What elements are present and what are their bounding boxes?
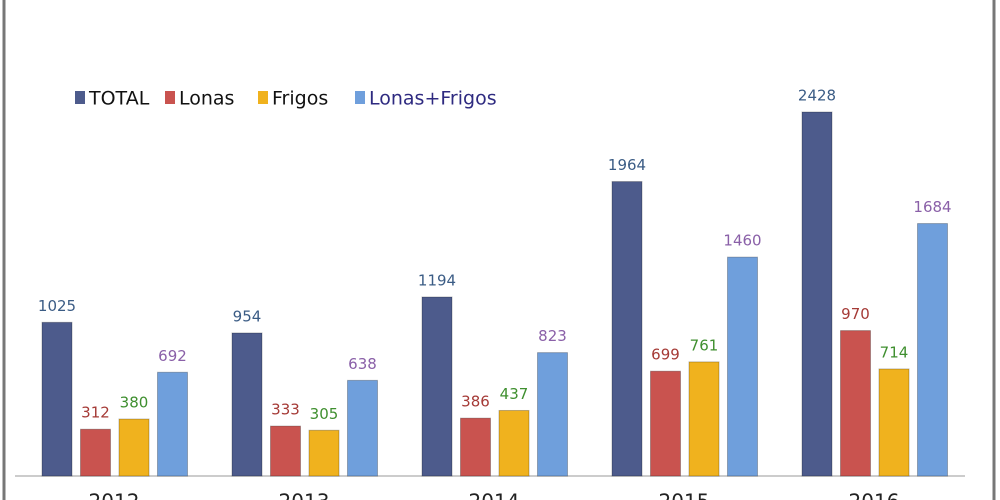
value-label: 333 xyxy=(271,401,300,419)
legend-label: Lonas+Frigos xyxy=(369,88,497,110)
bar xyxy=(41,321,73,477)
x-tick-label: 2014 xyxy=(469,490,520,500)
x-tick-label: 2013 xyxy=(279,490,330,500)
bar xyxy=(537,352,568,477)
bar xyxy=(650,370,681,477)
legend-swatch xyxy=(165,91,175,104)
bar xyxy=(118,418,150,477)
bar xyxy=(688,361,720,477)
legend-swatch xyxy=(258,91,268,104)
bar xyxy=(460,417,491,477)
value-label: 761 xyxy=(690,336,719,354)
value-label: 312 xyxy=(81,404,110,422)
x-tick-label: 2012 xyxy=(89,490,140,500)
value-label: 305 xyxy=(310,405,339,423)
legend-label: TOTAL xyxy=(88,88,150,110)
value-label: 970 xyxy=(841,305,870,323)
value-label: 638 xyxy=(348,355,377,373)
value-label: 954 xyxy=(233,307,262,325)
x-tick-label: 2015 xyxy=(659,490,710,500)
value-label: 380 xyxy=(120,394,149,412)
value-label: 699 xyxy=(651,346,680,364)
bar xyxy=(801,111,833,477)
value-label: 823 xyxy=(538,327,567,345)
bar xyxy=(231,332,263,477)
bar xyxy=(157,371,188,477)
bar xyxy=(498,409,530,477)
bar xyxy=(878,368,910,477)
bar xyxy=(270,425,301,477)
bar xyxy=(727,256,758,477)
value-label: 1964 xyxy=(608,156,646,174)
bar xyxy=(421,296,453,477)
bar xyxy=(308,429,340,477)
legend-label: Lonas xyxy=(179,88,234,110)
value-label: 1025 xyxy=(38,297,76,315)
bar xyxy=(80,428,111,477)
bar xyxy=(840,330,871,477)
bar xyxy=(347,379,378,477)
value-label: 437 xyxy=(500,385,529,403)
legend-swatch xyxy=(75,91,85,104)
value-label: 386 xyxy=(461,393,490,411)
value-label: 1684 xyxy=(913,198,951,216)
bar xyxy=(611,181,643,477)
x-tick-label: 2016 xyxy=(849,490,900,500)
value-label: 1460 xyxy=(723,232,761,250)
bar xyxy=(917,223,948,477)
value-label: 714 xyxy=(880,343,909,361)
value-label: 1194 xyxy=(418,271,456,289)
value-label: 2428 xyxy=(798,87,836,105)
value-label: 692 xyxy=(158,347,187,365)
legend-swatch xyxy=(355,91,365,104)
legend-label: Frigos xyxy=(272,88,328,110)
